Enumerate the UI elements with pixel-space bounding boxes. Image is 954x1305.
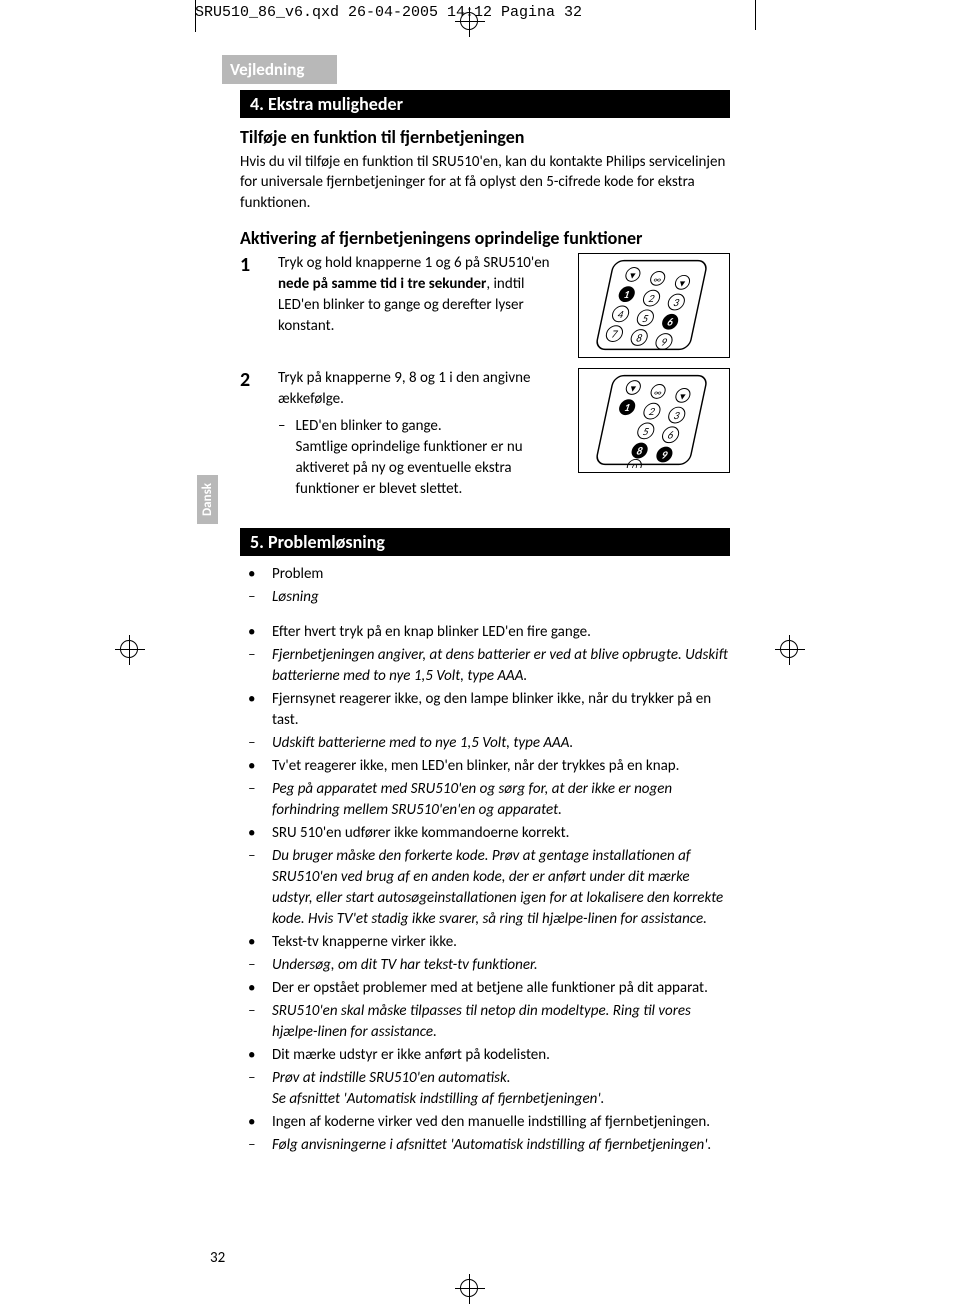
list-text: Tv'et reagerer ikke, men LED'en blinker,… <box>272 756 679 777</box>
language-tab: Dansk <box>197 475 218 524</box>
list-text: Fjernbetjeningen angiver, at dens batter… <box>272 645 730 687</box>
list-text: Der er opstået problemer med at betjene … <box>272 978 708 999</box>
subheading: Aktivering af fjernbetjeningens oprindel… <box>240 227 730 249</box>
list-item: –Peg på apparatet med SRU510'en og sørg … <box>248 779 730 821</box>
registration-mark-icon <box>780 640 798 658</box>
bullet: • <box>248 564 260 585</box>
list-item: –Fjernbetjeningen angiver, at dens batte… <box>248 645 730 687</box>
step-row: 2 Tryk på knapperne 9, 8 og 1 i den angi… <box>240 368 730 500</box>
step-text: Tryk på knapperne 9, 8 og 1 i den angivn… <box>278 368 558 500</box>
svg-text:2: 2 <box>648 405 657 418</box>
subheading: Tilføje en funktion til fjernbetjeningen <box>240 126 730 148</box>
list-item: –Løsning <box>248 587 730 608</box>
bullet: • <box>248 622 260 643</box>
list-text: Undersøg, om dit TV har tekst-tv funktio… <box>272 955 538 976</box>
remote-icon: ▼ ∞ ▼ 1 2 3 5 6 8 9 0 <box>585 373 723 468</box>
step-number: 2 <box>240 368 258 500</box>
list-item: • Tekst-tv knapperne virker ikke. <box>248 932 730 953</box>
list-text: Ingen af koderne virker ved den manuelle… <box>272 1112 710 1133</box>
svg-text:2: 2 <box>647 292 656 305</box>
registration-mark-icon <box>460 1279 478 1297</box>
bullet: • <box>248 978 260 999</box>
svg-text:6: 6 <box>666 429 675 442</box>
bullet: – <box>248 779 260 821</box>
list-text: Peg på apparatet med SRU510'en og sørg f… <box>272 779 730 821</box>
text: Tryk og hold knapperne 1 og 6 på SRU510'… <box>278 254 550 272</box>
list-item: • Dit mærke udstyr er ikke anført på kode… <box>248 1045 730 1066</box>
list-text: Fjernsynet reagerer ikke, og den lampe b… <box>272 689 730 731</box>
text: Tryk på knapperne 9, 8 og 1 i den angivn… <box>278 368 558 410</box>
bullet: – <box>248 733 260 754</box>
text: Samtlige oprindelige funktioner er nu ak… <box>295 437 558 500</box>
svg-text:4: 4 <box>616 308 625 321</box>
registration-mark-icon <box>460 12 478 30</box>
bullet: • <box>248 756 260 777</box>
list-text: Du bruger måske den forkerte kode. Prøv … <box>272 846 730 930</box>
step-text: Tryk og hold knapperne 1 og 6 på SRU510'… <box>278 253 558 358</box>
remote-illustration-1: ▼ ∞ ▼ 1 2 3 4 5 6 7 8 9 <box>578 253 730 358</box>
registration-mark-icon <box>120 640 138 658</box>
list-item: –Prøv at indstille SRU510'en automatisk.… <box>248 1068 730 1110</box>
remote-illustration-2: ▼ ∞ ▼ 1 2 3 5 6 8 9 0 <box>578 368 730 473</box>
list-item: • Tv'et reagerer ikke, men LED'en blinker… <box>248 756 730 777</box>
list-text: Tekst-tv knapperne virker ikke. <box>272 932 457 953</box>
page-number: 32 <box>210 1249 225 1267</box>
section-heading-5: 5. Problemløsning <box>240 528 730 556</box>
bullet: – <box>248 955 260 976</box>
list-text: Følg anvisningerne i afsnittet 'Automati… <box>272 1135 711 1156</box>
text: LED'en blinker to gange. <box>295 416 558 437</box>
list-item: –Følg anvisningerne i afsnittet 'Automat… <box>248 1135 730 1156</box>
list-item: –Undersøg, om dit TV har tekst-tv funkti… <box>248 955 730 976</box>
bullet: • <box>248 1045 260 1066</box>
list-item: • Ingen af koderne virker ved den manuell… <box>248 1112 730 1133</box>
text-bold: nede på samme tid i tre sekunder <box>278 275 486 293</box>
svg-text:5: 5 <box>642 425 651 438</box>
bullet: – <box>248 846 260 930</box>
list-text: Udskift batterierne med to nye 1,5 Volt,… <box>272 733 573 754</box>
troubleshoot-list: •Problem–Løsning•Efter hvert tryk på en … <box>248 564 730 1156</box>
list-item: • SRU 510'en udfører ikke kommandoerne ko… <box>248 823 730 844</box>
bullet: – <box>248 1068 260 1110</box>
file-header: SRU510_86_v6.qxd 26-04-2005 14:12 Pagina… <box>195 4 582 21</box>
bullet: • <box>248 689 260 731</box>
svg-text:7: 7 <box>610 327 619 340</box>
bullet: – <box>248 645 260 687</box>
list-text: SRU 510'en udfører ikke kommandoerne kor… <box>272 823 569 844</box>
bullet: – <box>248 1001 260 1043</box>
list-item: –Du bruger måske den forkerte kode. Prøv… <box>248 846 730 930</box>
bullet: – <box>248 587 260 608</box>
svg-text:9: 9 <box>660 335 669 348</box>
list-text: Løsning <box>272 587 319 608</box>
page-content: Vejledning 4. Ekstra muligheder Tilføje … <box>222 55 730 1158</box>
list-text: SRU510'en skal måske tilpasses til netop… <box>272 1001 730 1043</box>
list-item: • Fjernsynet reagerer ikke, og den lampe … <box>248 689 730 731</box>
section-heading-4: 4. Ekstra muligheder <box>240 90 730 118</box>
dash: – <box>278 416 285 500</box>
list-text: Dit mærke udstyr er ikke anført på kodel… <box>272 1045 550 1066</box>
crop-mark <box>755 0 756 30</box>
svg-text:3: 3 <box>673 409 682 422</box>
step-row: 1 Tryk og hold knapperne 1 og 6 på SRU51… <box>240 253 730 358</box>
section-tab: Vejledning <box>222 55 337 84</box>
bullet: • <box>248 1112 260 1133</box>
list-item: • Problem <box>248 564 730 585</box>
svg-text:3: 3 <box>672 296 681 309</box>
remote-icon: ▼ ∞ ▼ 1 2 3 4 5 6 7 8 9 <box>585 258 723 353</box>
list-item: –SRU510'en skal måske tilpasses til neto… <box>248 1001 730 1043</box>
svg-text:5: 5 <box>641 312 650 325</box>
bullet: • <box>248 932 260 953</box>
paragraph: Hvis du vil tilføje en funktion til SRU5… <box>240 152 730 213</box>
list-text: Prøv at indstille SRU510'en automatisk. … <box>272 1068 604 1110</box>
bullet: • <box>248 823 260 844</box>
list-item: • Der er opstået problemer med at betjene… <box>248 978 730 999</box>
step-number: 1 <box>240 253 258 358</box>
list-text: Efter hvert tryk på en knap blinker LED'… <box>272 622 591 643</box>
list-item: –Udskift batterierne med to nye 1,5 Volt… <box>248 733 730 754</box>
list-text: Problem <box>272 564 323 585</box>
list-item: • Efter hvert tryk på en knap blinker LED… <box>248 622 730 643</box>
svg-text:8: 8 <box>635 331 644 344</box>
bullet: – <box>248 1135 260 1156</box>
